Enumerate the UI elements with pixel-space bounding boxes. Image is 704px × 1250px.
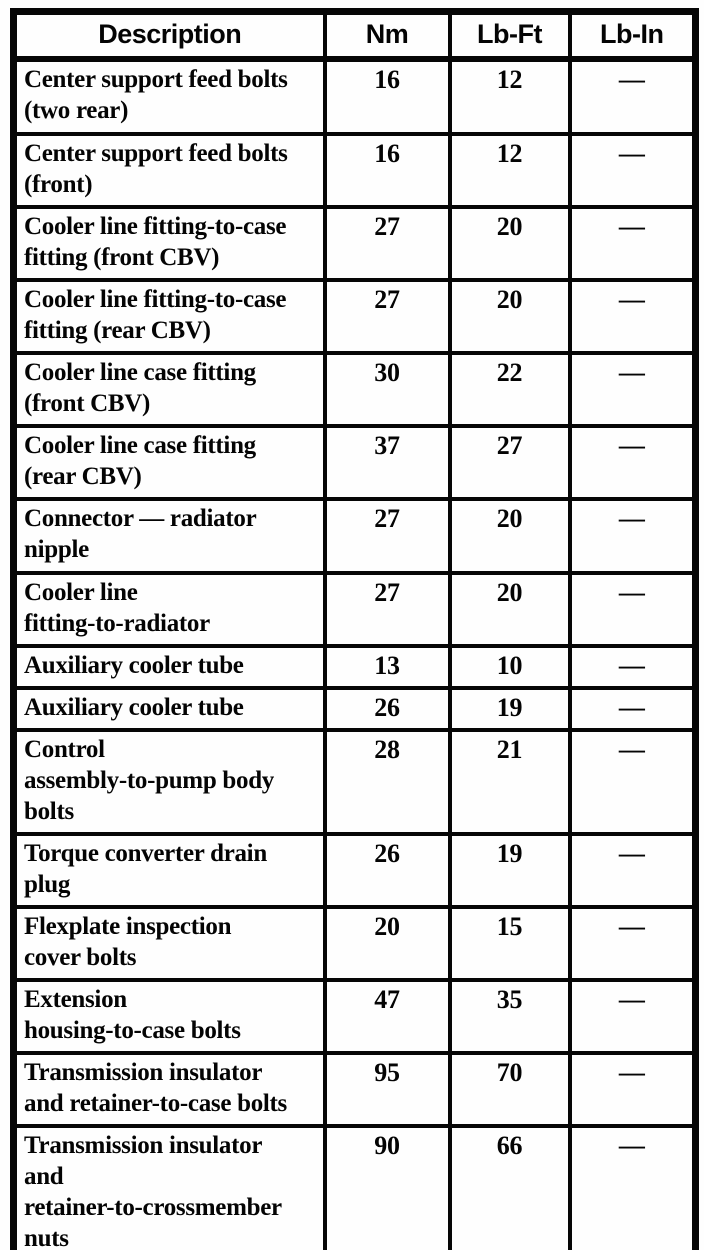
nm-value-cell: 16 [322, 132, 452, 209]
lb-in-value-cell: — [567, 1124, 698, 1250]
lb-ft-value-cell: 66 [447, 1124, 572, 1250]
table-row: Transmission insulator and retainer-to-c… [11, 1124, 698, 1250]
description-cell: Cooler line case fitting (rear CBV) [11, 424, 327, 501]
lb-in-value-cell: — [567, 497, 698, 575]
description-cell: Cooler line case fitting (front CBV) [11, 351, 327, 428]
lb-in-value-cell: — [567, 132, 698, 209]
description-cell: Cooler line fitting-to-case fitting (rea… [11, 278, 327, 355]
lb-in-value-cell: — [567, 728, 698, 836]
header-row: Description Nm Lb-Ft Lb-In [11, 9, 698, 62]
table-row: Flexplate inspection cover bolts 20 15— [11, 905, 698, 982]
table-row: Cooler line fitting-to-case fitting (rea… [11, 278, 698, 355]
lb-ft-value-cell: 12 [447, 132, 572, 209]
description-cell: Torque converter drain plug [11, 832, 327, 909]
nm-value-cell: 26 [322, 832, 452, 909]
lb-in-value-cell: — [567, 832, 698, 909]
lb-ft-value-cell: 19 [447, 832, 572, 909]
nm-value-cell: 37 [322, 424, 452, 501]
description-cell: Control assembly-to-pump body bolts [11, 728, 327, 836]
table-row: Transmission insulator and retainer-to-c… [11, 1051, 698, 1128]
table-row: Center support feed bolts (two rear) 16 12… [11, 57, 698, 136]
nm-value-cell: 16 [322, 57, 452, 136]
lb-ft-value-cell: 27 [447, 424, 572, 501]
description-cell: Auxiliary cooler tube [11, 686, 327, 732]
description-cell: Extension housing-to-case bolts [11, 978, 327, 1055]
description-cell: Transmission insulator and retainer-to-c… [11, 1051, 327, 1128]
table-body: Center support feed bolts (two rear) 16 12… [11, 57, 698, 1250]
description-cell: Connector — radiator nipple [11, 497, 327, 575]
description-cell: Center support feed bolts (front) [11, 132, 327, 209]
table-row: Torque converter drain plug 26 19— [11, 832, 698, 909]
column-header-lb-ft: Lb-Ft [447, 9, 572, 62]
table-row: Center support feed bolts (front) 16 12— [11, 132, 698, 209]
torque-specifications-table: Description Nm Lb-Ft Lb-In Center suppor… [10, 8, 699, 1250]
table-row: Connector — radiator nipple 27 20— [11, 497, 698, 575]
lb-ft-value-cell: 12 [447, 57, 572, 136]
lb-ft-value-cell: 15 [447, 905, 572, 982]
lb-in-value-cell: — [567, 1051, 698, 1128]
lb-ft-value-cell: 20 [447, 205, 572, 282]
nm-value-cell: 13 [322, 644, 452, 690]
nm-value-cell: 47 [322, 978, 452, 1055]
lb-ft-value-cell: 20 [447, 497, 572, 575]
lb-ft-value-cell: 20 [447, 571, 572, 648]
nm-value-cell: 30 [322, 351, 452, 428]
nm-value-cell: 27 [322, 205, 452, 282]
nm-value-cell: 28 [322, 728, 452, 836]
table-row: Cooler line fitting-to-case fitting (fro… [11, 205, 698, 282]
column-header-description: Description [11, 9, 327, 62]
nm-value-cell: 20 [322, 905, 452, 982]
lb-in-value-cell: — [567, 905, 698, 982]
table-row: Extension housing-to-case bolts 47 35— [11, 978, 698, 1055]
description-cell: Cooler line fitting-to-case fitting (fro… [11, 205, 327, 282]
lb-ft-value-cell: 35 [447, 978, 572, 1055]
nm-value-cell: 95 [322, 1051, 452, 1128]
lb-ft-value-cell: 22 [447, 351, 572, 428]
lb-in-value-cell: — [567, 351, 698, 428]
description-cell: Cooler line fitting-to-radiator [11, 571, 327, 648]
table-header: Description Nm Lb-Ft Lb-In [11, 9, 698, 62]
table-row: Cooler line case fitting (rear CBV) 37 27— [11, 424, 698, 501]
lb-ft-value-cell: 21 [447, 728, 572, 836]
table-row: Cooler line fitting-to-radiator 27 20— [11, 571, 698, 648]
lb-in-value-cell: — [567, 424, 698, 501]
lb-in-value-cell: — [567, 686, 698, 732]
nm-value-cell: 27 [322, 278, 452, 355]
table-row: Auxiliary cooler tube 26 19— [11, 686, 698, 732]
column-header-lb-in: Lb-In [567, 9, 698, 62]
nm-value-cell: 26 [322, 686, 452, 732]
description-cell: Flexplate inspection cover bolts [11, 905, 327, 982]
lb-in-value-cell: — [567, 278, 698, 355]
description-cell: Center support feed bolts (two rear) [11, 57, 327, 136]
nm-value-cell: 90 [322, 1124, 452, 1250]
lb-ft-value-cell: 19 [447, 686, 572, 732]
lb-in-value-cell: — [567, 644, 698, 690]
description-cell: Transmission insulator and retainer-to-c… [11, 1124, 327, 1250]
description-cell: Auxiliary cooler tube [11, 644, 327, 690]
nm-value-cell: 27 [322, 497, 452, 575]
column-header-nm: Nm [322, 9, 452, 62]
lb-in-value-cell: — [567, 57, 698, 136]
lb-ft-value-cell: 10 [447, 644, 572, 690]
table-row: Auxiliary cooler tube 13 10— [11, 644, 698, 690]
lb-in-value-cell: — [567, 978, 698, 1055]
lb-ft-value-cell: 20 [447, 278, 572, 355]
lb-ft-value-cell: 70 [447, 1051, 572, 1128]
table-row: Control assembly-to-pump body bolts 28 21— [11, 728, 698, 836]
lb-in-value-cell: — [567, 571, 698, 648]
nm-value-cell: 27 [322, 571, 452, 648]
lb-in-value-cell: — [567, 205, 698, 282]
table-row: Cooler line case fitting (front CBV) 30 22… [11, 351, 698, 428]
